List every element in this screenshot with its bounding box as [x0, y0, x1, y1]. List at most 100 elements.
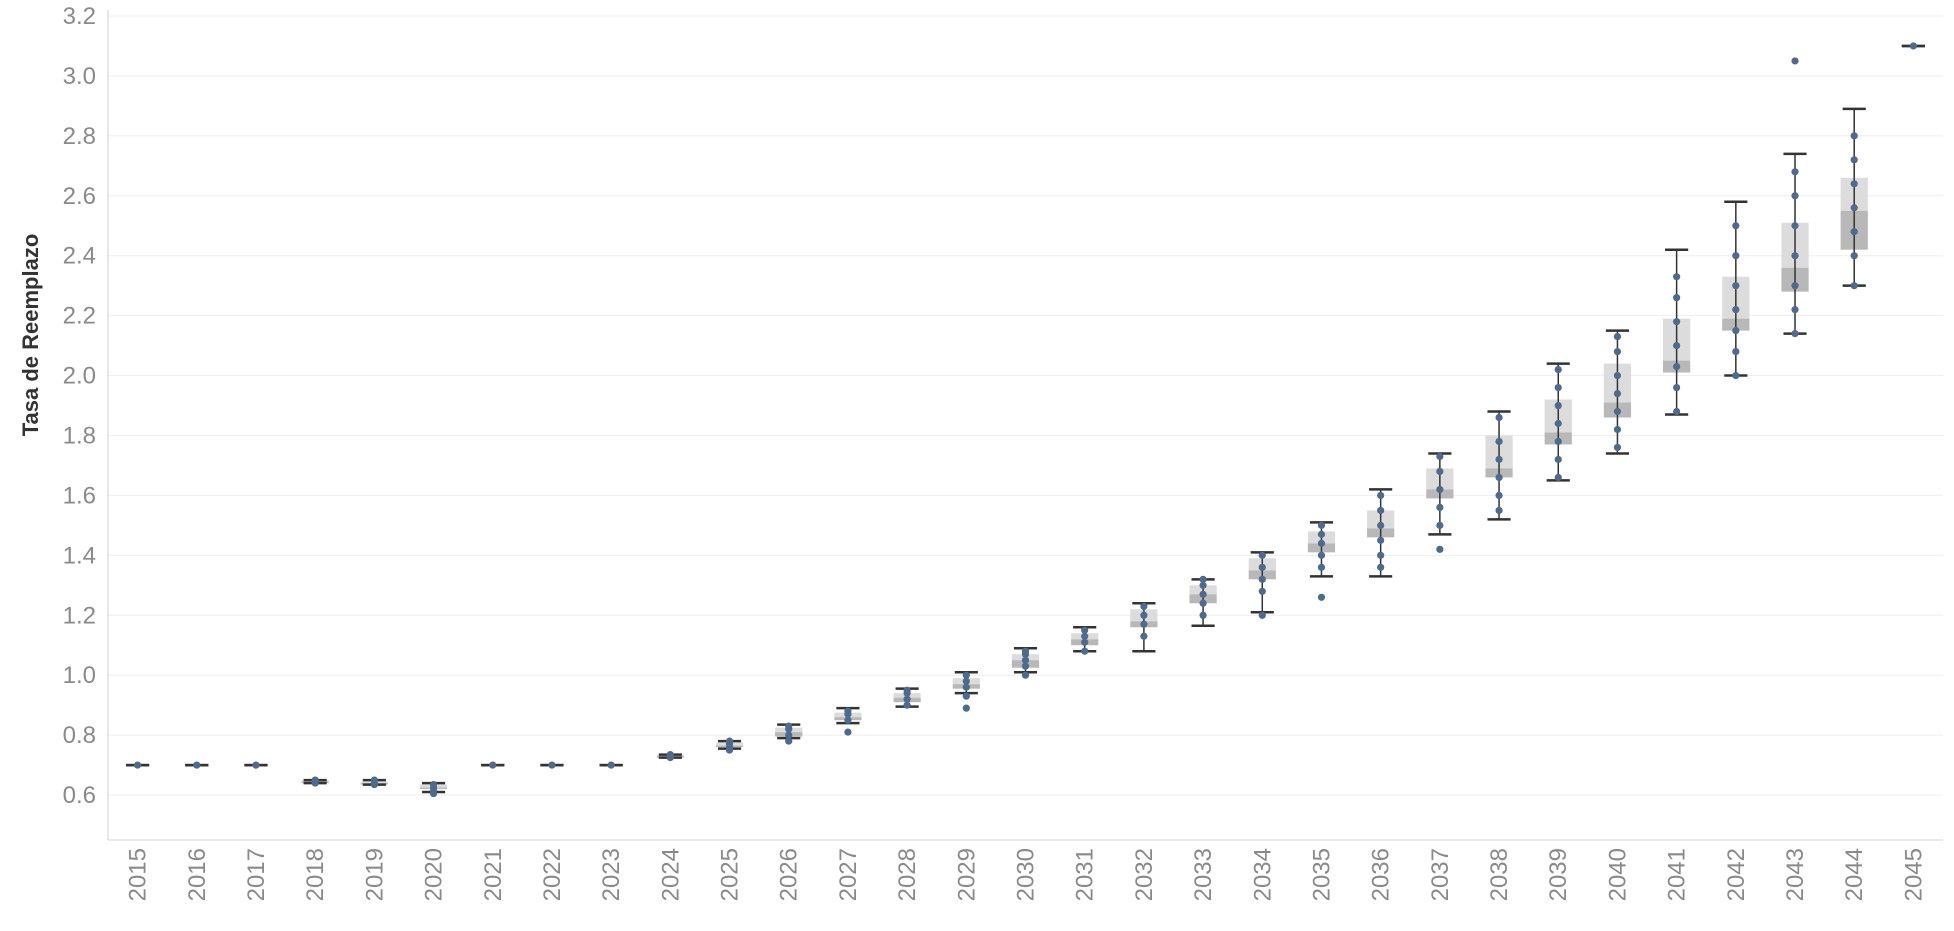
data-point: [1258, 551, 1266, 559]
x-tick-label: 2026: [776, 848, 803, 901]
data-point: [1732, 347, 1740, 356]
data-point: [1554, 437, 1562, 446]
x-tick-label: 2040: [1604, 848, 1631, 901]
y-tick-label: 1.2: [63, 602, 96, 629]
data-point: [1673, 273, 1681, 281]
x-tick-label: 2028: [894, 848, 921, 901]
x-tick-label: 2036: [1368, 848, 1395, 901]
data-point: [1258, 575, 1266, 583]
data-point: [1140, 620, 1148, 628]
data-point: [1791, 57, 1799, 65]
x-tick-label: 2027: [835, 848, 862, 901]
data-point: [1554, 419, 1562, 428]
x-tick-label: 2015: [125, 848, 152, 901]
data-point: [1673, 341, 1681, 350]
x-tick-label: 2030: [1013, 848, 1040, 901]
x-tick-label: 2019: [361, 848, 388, 901]
data-point: [1791, 330, 1799, 338]
data-point: [1021, 671, 1030, 679]
x-tick-label: 2029: [953, 848, 980, 901]
y-tick-label: 1.8: [63, 422, 96, 449]
data-point: [1673, 294, 1681, 302]
x-tick-label: 2031: [1072, 848, 1099, 901]
x-tick-label: 2037: [1427, 848, 1454, 901]
y-tick-label: 2.8: [63, 123, 96, 150]
data-point: [1909, 42, 1918, 50]
y-tick-label: 2.2: [63, 303, 96, 330]
box-2037: [1426, 452, 1454, 536]
data-point: [1199, 575, 1207, 583]
data-point: [666, 751, 674, 759]
data-point: [1554, 383, 1562, 392]
data-point: [1850, 228, 1858, 236]
data-point: [1377, 536, 1385, 544]
y-tick-label: 1.0: [63, 662, 96, 689]
data-point: [1791, 222, 1799, 230]
x-tick-label: 2038: [1486, 848, 1513, 901]
data-point: [1495, 455, 1503, 464]
data-point: [1732, 282, 1740, 290]
x-tick-label: 2018: [302, 848, 329, 901]
y-tick-label: 3.2: [63, 3, 96, 30]
data-point: [1495, 413, 1503, 422]
data-point: [1850, 204, 1858, 212]
data-point: [1791, 192, 1799, 200]
x-tick-labels: 2015 2016 2017 2018 2019 2020 2021 2022 2023 2024…: [125, 848, 1928, 901]
data-point: [785, 722, 793, 730]
data-points: [133, 42, 1918, 798]
data-point: [1436, 521, 1444, 529]
data-point: [133, 761, 142, 769]
data-point: [785, 731, 793, 739]
data-point: [962, 671, 970, 679]
x-tick-label: 2044: [1841, 848, 1868, 901]
data-point: [607, 761, 615, 769]
x-tick-label: 2022: [539, 848, 566, 901]
data-point: [962, 677, 970, 685]
data-point: [1317, 530, 1326, 538]
data-point: [1850, 282, 1858, 290]
data-point: [1554, 365, 1562, 374]
data-point: [1613, 333, 1622, 341]
x-tick-label: 2039: [1545, 848, 1572, 901]
data-point: [1199, 590, 1207, 598]
grid-lines: [108, 15, 1943, 796]
data-point: [1673, 383, 1681, 392]
data-point: [1613, 443, 1622, 452]
data-point: [548, 761, 556, 769]
data-point: [1850, 252, 1858, 260]
data-point: [1673, 318, 1681, 326]
x-tick-label: 2023: [598, 848, 625, 901]
y-tick-label: 3.0: [63, 63, 96, 90]
data-point: [1317, 551, 1326, 559]
x-tick-label: 2033: [1190, 848, 1217, 901]
y-tick-label: 2.6: [63, 183, 96, 210]
data-point: [962, 683, 970, 691]
y-tick-label: 1.6: [63, 482, 96, 509]
data-point: [844, 716, 852, 724]
data-point: [1021, 662, 1030, 670]
x-tick-label: 2024: [657, 848, 684, 901]
data-point: [1673, 362, 1681, 371]
data-point: [1081, 638, 1089, 646]
data-point: [1732, 252, 1740, 260]
x-tick-label: 2045: [1900, 848, 1927, 901]
data-point: [1436, 545, 1444, 553]
x-tick-label: 2034: [1249, 848, 1276, 901]
data-point: [1791, 168, 1799, 176]
y-tick-label: 0.6: [63, 782, 96, 809]
boxes: [126, 44, 1925, 794]
y-tick-label: 1.4: [63, 542, 96, 569]
data-point: [1021, 656, 1030, 664]
x-tick-label: 2042: [1723, 848, 1750, 901]
data-point: [1317, 521, 1326, 529]
data-point: [1377, 521, 1385, 529]
data-point: [1258, 587, 1266, 595]
data-point: [1850, 156, 1858, 164]
data-point: [1554, 401, 1562, 410]
data-point: [1850, 132, 1858, 140]
data-point: [1199, 611, 1207, 619]
data-point: [962, 692, 970, 700]
box-2036: [1367, 488, 1395, 578]
x-tick-label: 2016: [184, 848, 211, 901]
data-point: [903, 695, 911, 703]
